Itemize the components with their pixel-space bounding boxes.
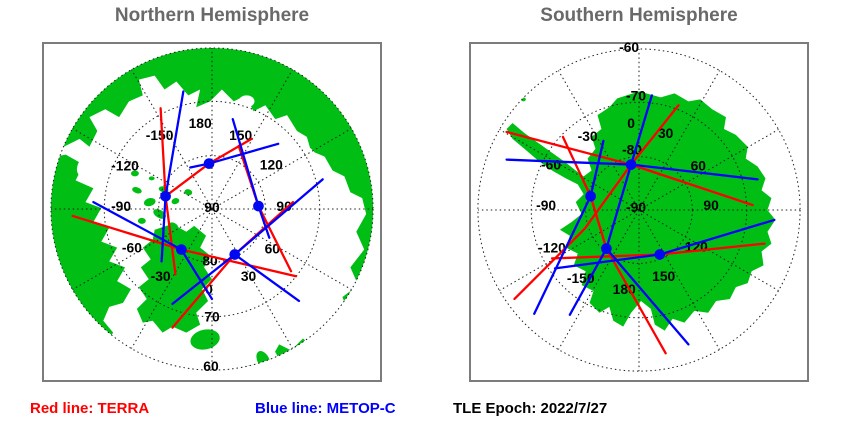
graticule [50, 47, 374, 371]
legend-metop: Blue line: METOP-C [255, 400, 396, 417]
sea-inlet [238, 95, 255, 108]
longitude-spoke [211, 208, 352, 291]
longitude-spoke [72, 128, 213, 210]
sea-inlet [76, 146, 114, 179]
landmass [53, 47, 374, 371]
northern-hemisphere-title: Northern Hemisphere [114, 5, 310, 26]
grid-label: 150 [229, 127, 252, 143]
graticule [477, 48, 801, 372]
longitude-spoke [72, 208, 213, 291]
satellite-dots [160, 158, 264, 260]
metop-c-track-segment [568, 94, 653, 316]
sea-inlet [323, 189, 336, 198]
grid-label: 70 [204, 309, 220, 325]
longitude-spoke [211, 128, 352, 210]
north-hemisphere-plot: 1801501209060300-30-60-90-120-1509080706… [50, 47, 374, 374]
sea-inlet [282, 251, 304, 268]
satellite-dots [585, 159, 666, 260]
island [171, 198, 180, 205]
island [143, 198, 156, 207]
grid-label: -30 [151, 268, 171, 284]
satellite-dot [625, 159, 637, 170]
satellite-dot [585, 190, 596, 202]
sea-inlet [190, 115, 205, 126]
latitude-circle [585, 156, 693, 264]
grid-label: 90 [204, 199, 220, 215]
grid-label: 60 [265, 241, 281, 257]
southern-hemisphere-title: Southern Hemisphere [540, 5, 738, 26]
satellite-dot [176, 244, 187, 255]
grid-label: -30 [578, 128, 598, 144]
sea-inlet [274, 120, 289, 136]
south-hemisphere-plot: 0306090120150180-30-60-90-120-150-60-70-… [477, 39, 801, 372]
grid-label: -120 [538, 240, 566, 256]
longitude-spoke [131, 69, 213, 210]
northern-hemisphere-map: 180 150 120 90 60 30 0 -30 -60 -90 -120 -150 90 80 70 6… [42, 42, 382, 382]
grid-label: 150 [652, 268, 675, 284]
island [153, 209, 166, 219]
island [148, 176, 155, 181]
island [184, 189, 193, 196]
longitude-spoke [499, 209, 640, 291]
grid-label: 60 [203, 358, 219, 374]
metop-c-track-segment [233, 253, 301, 303]
metop-c-track-segment [605, 247, 690, 346]
grid-label: 180 [189, 115, 212, 131]
longitude-spoke [499, 129, 640, 211]
island [137, 217, 146, 224]
grid-label: -120 [111, 158, 139, 174]
satellite-dot [160, 190, 171, 202]
grid-label: -90 [111, 198, 131, 214]
grid-label: -90 [626, 199, 646, 215]
landmass [136, 223, 212, 333]
grid-label: -60 [122, 240, 142, 256]
landmass [506, 91, 776, 331]
sea-inlet [195, 336, 279, 371]
legend-terra: Red line: TERRA [30, 400, 150, 417]
landmass [50, 154, 131, 349]
satellite-dot [654, 249, 666, 260]
longitude-spoke [638, 129, 779, 211]
island [168, 222, 179, 230]
longitude-spoke [638, 70, 720, 211]
satellite-dot [601, 243, 612, 254]
terra-track-segment [561, 135, 667, 355]
grid-label: -90 [536, 197, 556, 213]
sea-inlet [289, 296, 317, 322]
satellite-dot [229, 249, 241, 260]
grid-label: 0 [627, 115, 635, 131]
terra-track-segment [513, 104, 680, 301]
longitude-spoke [131, 208, 213, 349]
grid-label: -60 [619, 39, 639, 55]
grid-label: 30 [658, 125, 674, 141]
grid-label: 90 [703, 197, 719, 213]
grid-label: -150 [146, 127, 174, 143]
grid-label: 60 [691, 158, 707, 174]
island [132, 187, 142, 194]
grid-label: 0 [205, 281, 213, 297]
grid-label: -60 [541, 157, 561, 173]
metop-c-track [92, 90, 324, 306]
legend-tle-epoch: TLE Epoch: 2022/7/27 [453, 400, 608, 417]
longitude-spoke [211, 208, 293, 349]
grid-label: -70 [626, 87, 646, 103]
southern-hemisphere-map: 0 30 60 90 120 150 180 -30 -60 -90 -120 -150 -60 -70-… [469, 39, 809, 382]
longitude-spoke [558, 209, 640, 350]
grid-label: 30 [241, 268, 257, 284]
land-layer [50, 47, 374, 371]
satellite-dot [203, 158, 215, 169]
longitude-spoke [638, 209, 720, 350]
grid-label: 180 [613, 281, 636, 297]
grid-labels: 1801501209060300-30-60-90-120-1509080706… [111, 115, 292, 374]
island [130, 170, 139, 177]
grid-label: 120 [260, 157, 283, 173]
satellite-dot [253, 200, 264, 212]
